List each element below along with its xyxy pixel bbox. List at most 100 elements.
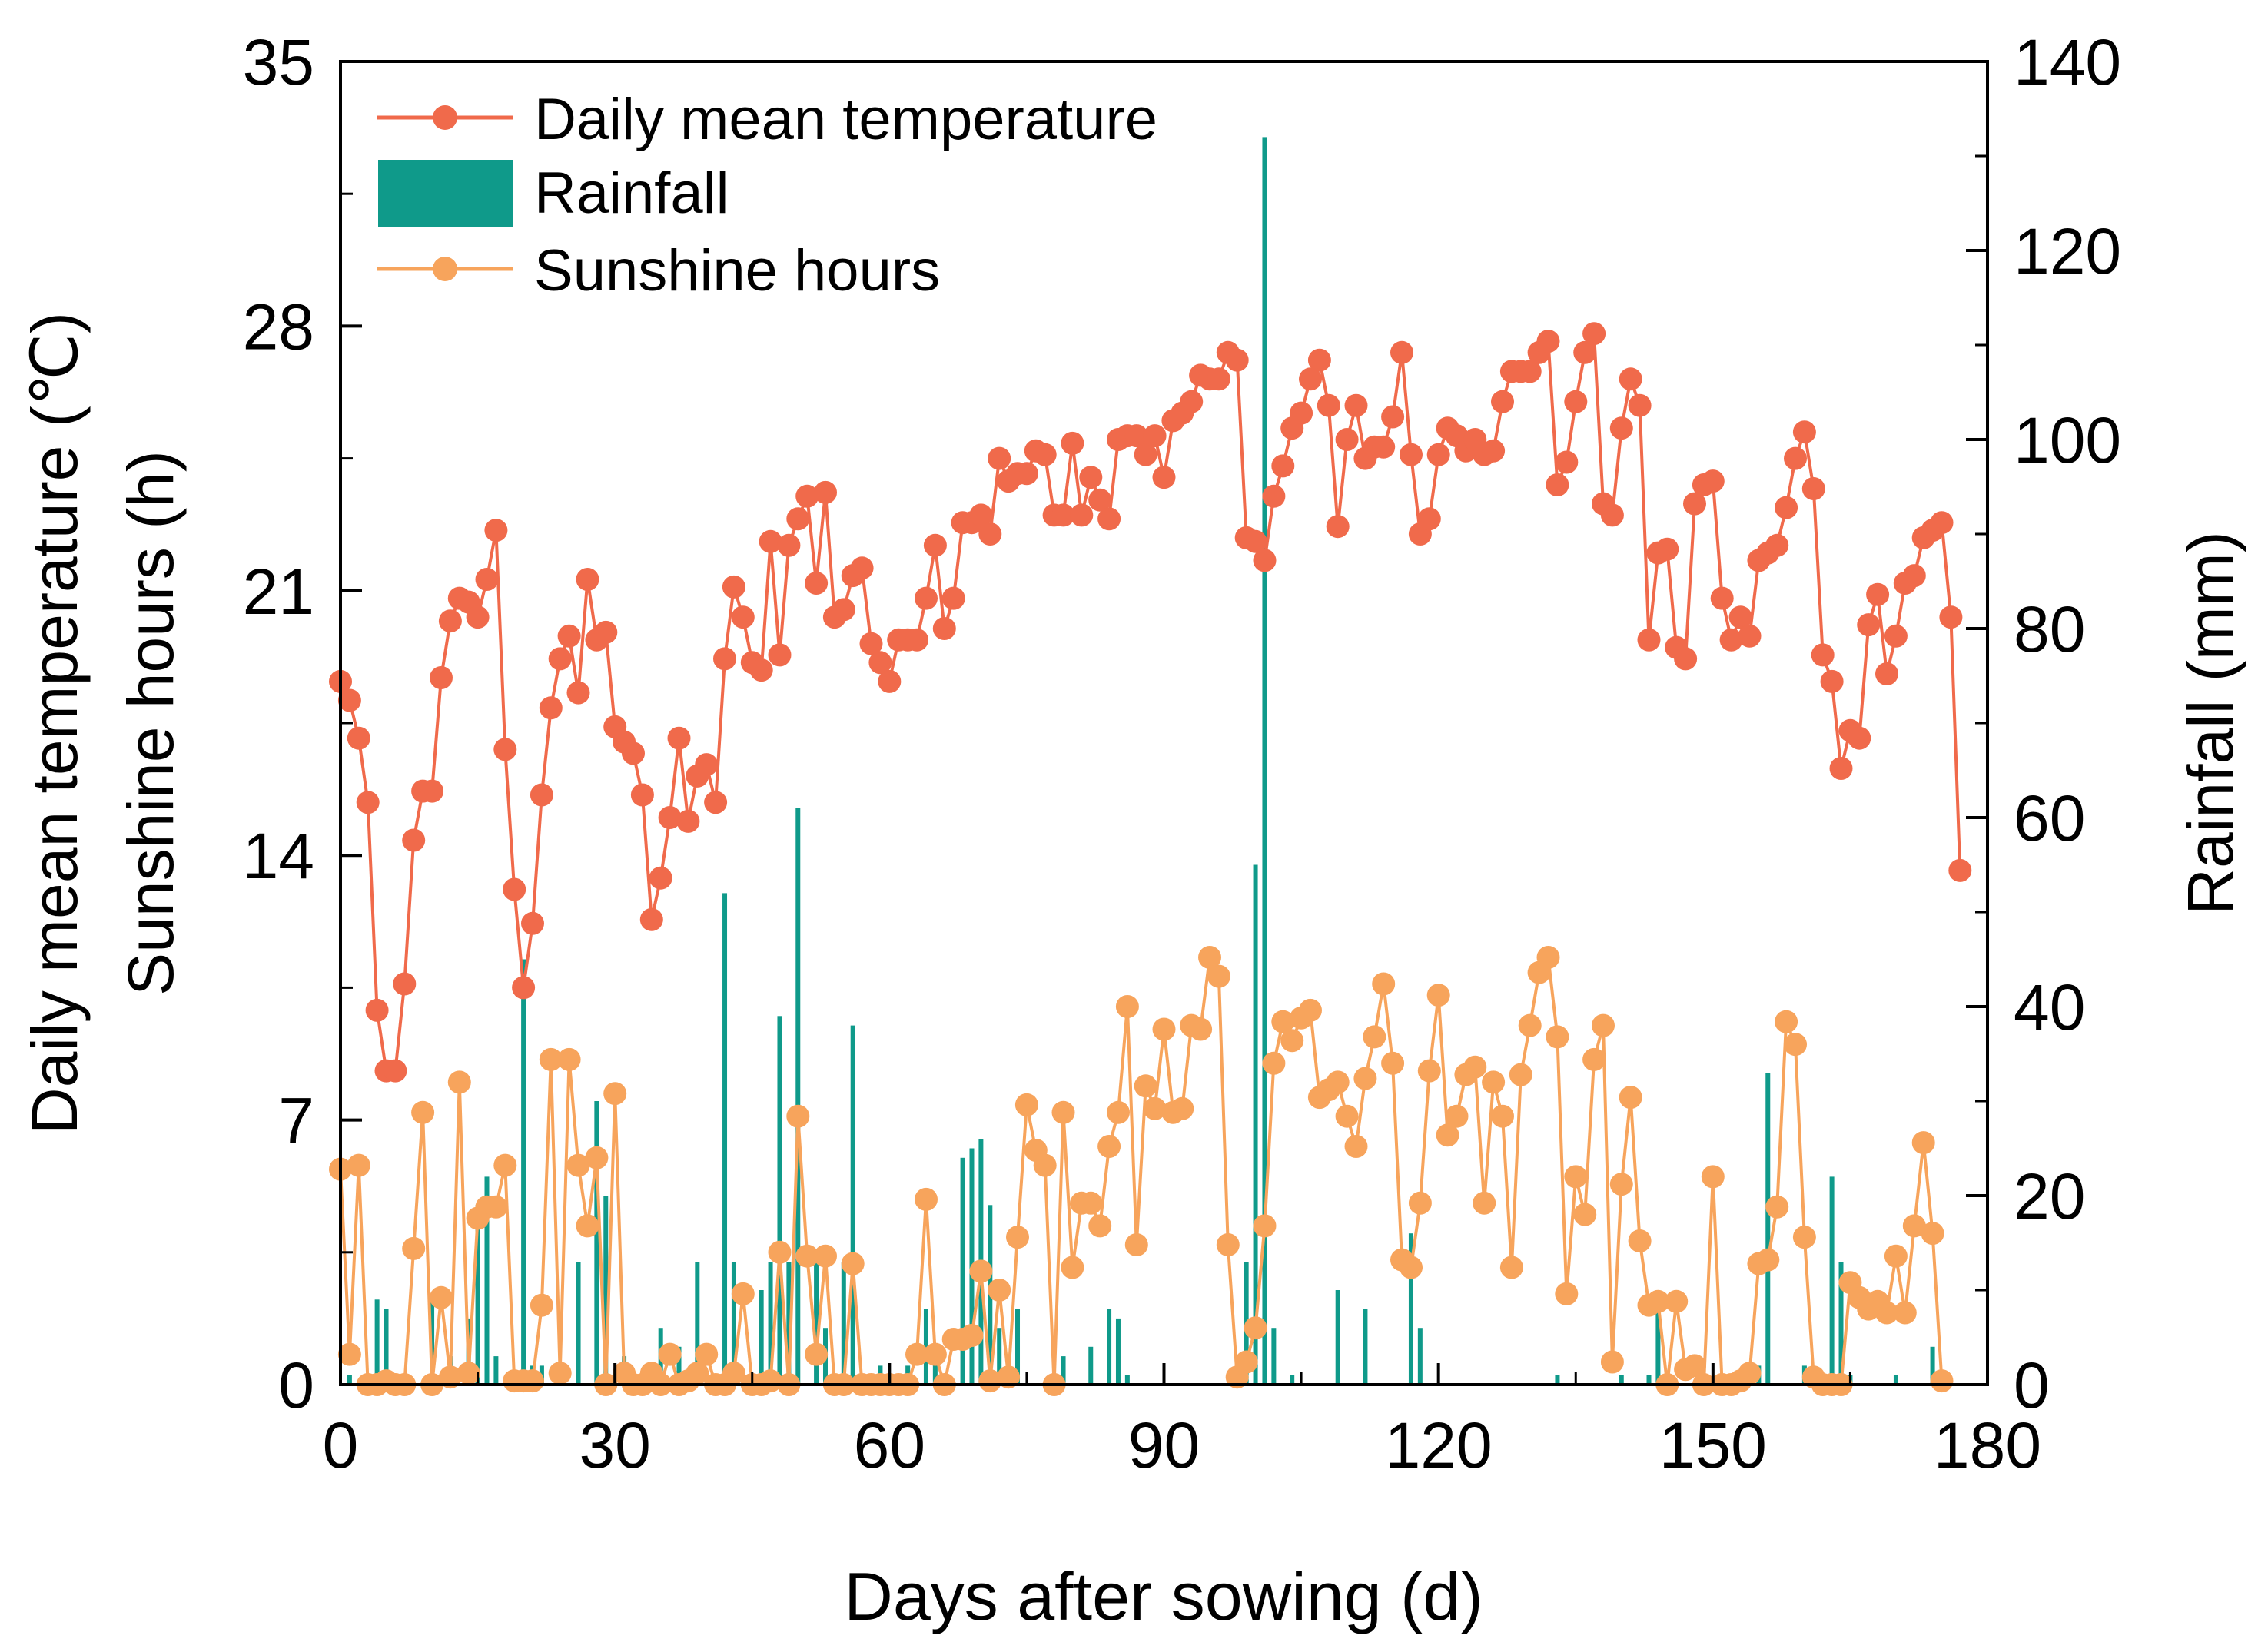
sunshine-hours-point — [1417, 1059, 1441, 1083]
daily-mean-temperature-point — [1564, 390, 1588, 413]
x-tick-label: 60 — [854, 1409, 925, 1481]
daily-mean-temperature-point — [566, 681, 590, 705]
rainfall-bar — [521, 959, 526, 1385]
daily-mean-temperature-point — [1253, 549, 1277, 572]
daily-mean-temperature-point — [658, 806, 682, 829]
sunshine-hours-point — [759, 1369, 782, 1393]
daily-mean-temperature-point — [430, 666, 453, 689]
rainfall-bar — [777, 1016, 782, 1385]
rainfall-bar — [1253, 864, 1258, 1385]
daily-mean-temperature-point — [1518, 360, 1542, 383]
rainfall-bar — [1838, 1262, 1844, 1385]
rainfall-bar — [1417, 1328, 1423, 1385]
sunshine-hours-point — [1875, 1301, 1898, 1325]
right-y-tick-label: 140 — [2014, 26, 2121, 98]
rainfall-bar — [1829, 1176, 1835, 1385]
x-tick-label: 0 — [323, 1409, 359, 1481]
sunshine-hours-point — [1207, 964, 1230, 988]
rainfall-bar — [676, 1346, 682, 1385]
sunshine-hours-point — [1701, 1165, 1725, 1189]
left-y-tick-label: 14 — [243, 820, 314, 892]
daily-mean-temperature-point — [365, 998, 389, 1022]
left-y-tick-label: 7 — [278, 1085, 314, 1157]
rainfall-bar — [493, 1356, 499, 1385]
daily-mean-temperature-point — [1728, 605, 1752, 629]
sunshine-hours-point — [722, 1362, 745, 1385]
rainfall-bar — [1555, 1375, 1560, 1385]
rainfall-bar — [1088, 1346, 1094, 1385]
x-tick-label: 90 — [1128, 1409, 1200, 1481]
daily-mean-temperature-point — [539, 696, 563, 720]
sunshine-hours-point — [557, 1047, 581, 1071]
legend: Daily mean temperature Rainfall Sunshine… — [377, 87, 1157, 304]
daily-mean-temperature-point — [868, 651, 892, 675]
sunshine-hours-point — [1921, 1222, 1944, 1246]
daily-mean-temperature-point — [594, 620, 618, 644]
sunshine-hours-point — [1171, 1096, 1194, 1120]
legend-sunshine-label: Sunshine hours — [534, 238, 940, 304]
rainfall-bar — [841, 1262, 846, 1385]
sunshine-hours-point — [1509, 1063, 1532, 1086]
rainfall-bar — [1363, 1309, 1368, 1385]
sunshine-hours-point — [1436, 1123, 1459, 1147]
x-tick-label: 30 — [579, 1409, 650, 1481]
sunshine-hours-point — [1253, 1214, 1277, 1238]
daily-mean-temperature-point — [1271, 454, 1295, 478]
daily-mean-temperature-point — [905, 628, 928, 652]
right-y-axis: 0 20 40 60 80 100 120 140 — [1966, 26, 2121, 1421]
sunshine-hours-point — [585, 1146, 609, 1169]
sunshine-hours-point — [1609, 1173, 1633, 1196]
right-y-tick-label: 100 — [2014, 404, 2121, 476]
daily-mean-temperature-point — [630, 783, 654, 807]
sunshine-hours-point — [1445, 1104, 1469, 1128]
daily-mean-temperature-point — [1061, 431, 1084, 455]
daily-mean-temperature-point — [622, 741, 645, 765]
sunshine-hours-point — [786, 1104, 810, 1128]
sunshine-hours-point — [1381, 1051, 1405, 1075]
sunshine-hours-point — [1143, 1096, 1167, 1120]
rainfall-bar — [786, 1262, 792, 1385]
sunshine-hours-point — [402, 1236, 426, 1260]
sunshine-hours-point — [1107, 1100, 1130, 1124]
rainfall-bar — [1655, 1309, 1661, 1385]
rainfall-bar — [960, 1157, 965, 1385]
daily-mean-temperature-point — [1536, 330, 1560, 353]
sunshine-hours-point — [493, 1153, 517, 1177]
daily-mean-temperature-point — [649, 866, 672, 890]
rainfall-bar — [997, 1328, 1002, 1385]
daily-mean-temperature-point — [1930, 511, 1954, 535]
daily-mean-temperature-point — [1719, 628, 1743, 652]
daily-mean-temperature-point — [1546, 473, 1569, 496]
rainfall-bar — [1262, 137, 1267, 1385]
sunshine-hours-point — [1491, 1104, 1514, 1128]
sunshine-hours-point — [411, 1100, 435, 1124]
daily-mean-temperature-point — [1097, 507, 1121, 531]
sunshine-hours-point — [1372, 972, 1396, 996]
sunshine-hours-point — [1097, 1135, 1121, 1158]
rainfall-bar — [347, 1375, 352, 1385]
daily-mean-temperature-point — [639, 907, 663, 931]
sunshine-hours-point — [686, 1362, 709, 1385]
left-y-tick-label: 35 — [243, 26, 314, 98]
daily-mean-temperature-point — [1902, 564, 1926, 588]
daily-mean-temperature-point — [1326, 515, 1350, 539]
daily-mean-temperature-point — [1390, 340, 1413, 364]
daily-mean-temperature-point — [1784, 446, 1807, 470]
daily-mean-temperature-point — [1070, 503, 1094, 527]
daily-mean-temperature-point — [1317, 393, 1340, 417]
sunshine-hours-point — [347, 1153, 370, 1177]
daily-mean-temperature-point — [1609, 416, 1633, 440]
daily-mean-temperature-point — [1701, 469, 1725, 493]
sunshine-hours-point — [337, 1342, 361, 1366]
daily-mean-temperature-point — [1792, 420, 1816, 444]
rainfall-bar — [1124, 1375, 1130, 1385]
daily-mean-temperature-point — [1683, 492, 1706, 516]
daily-mean-temperature-point — [1180, 390, 1204, 413]
sunshine-hours-point — [1683, 1354, 1706, 1378]
sunshine-hours-point — [1536, 946, 1560, 969]
rainfall-bar — [484, 1176, 490, 1385]
daily-mean-temperature-point — [1152, 466, 1176, 489]
sunshine-hours-point — [438, 1365, 462, 1389]
rainfall-bar — [731, 1262, 736, 1385]
sunshine-hours-point — [960, 1324, 984, 1347]
